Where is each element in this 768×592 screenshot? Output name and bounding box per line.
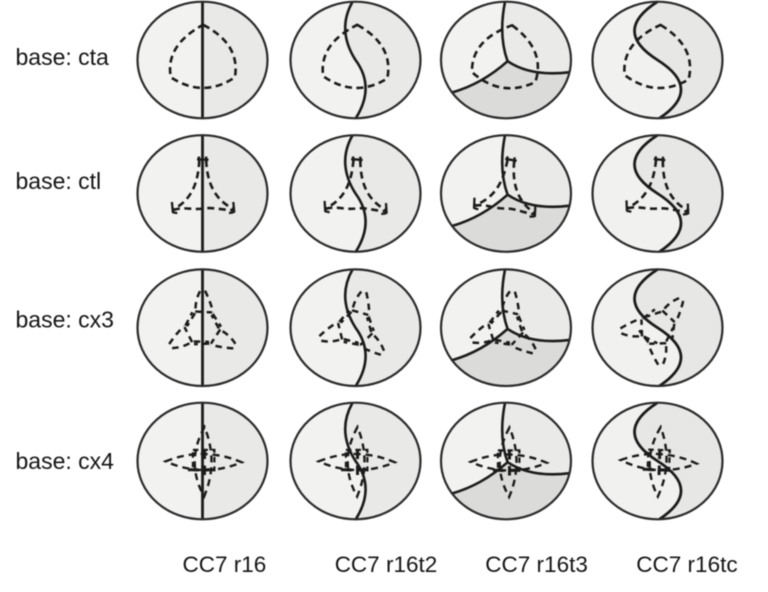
svg-text:base: ctl: base: ctl <box>16 168 102 194</box>
svg-text:CC7 r16t2: CC7 r16t2 <box>335 552 438 577</box>
svg-text:CC7 r16: CC7 r16 <box>183 552 267 577</box>
svg-text:CC7 r16t3: CC7 r16t3 <box>485 552 588 577</box>
svg-text:base: cx3: base: cx3 <box>16 306 114 332</box>
svg-text:base: cta: base: cta <box>16 44 110 70</box>
svg-text:base: cx4: base: cx4 <box>16 448 115 474</box>
svg-text:CC7 r16tc: CC7 r16tc <box>636 552 737 577</box>
